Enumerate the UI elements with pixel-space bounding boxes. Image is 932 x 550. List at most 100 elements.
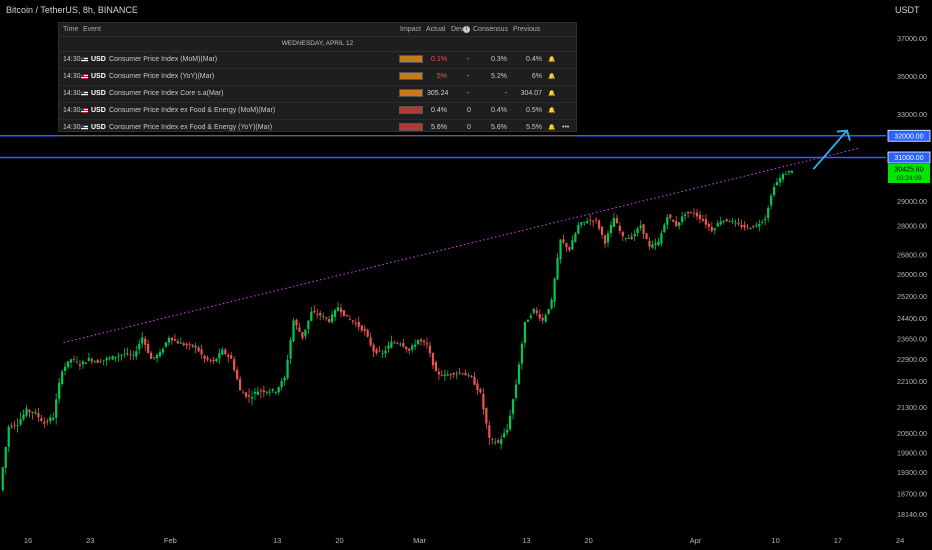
candle — [342, 310, 346, 316]
candle — [111, 355, 114, 360]
candle — [458, 372, 461, 374]
candle — [218, 353, 221, 359]
calendar-row[interactable]: 14:30 USD Consumer Price Index Core s.a(Ma… — [59, 86, 576, 103]
candle — [144, 338, 147, 345]
candle — [244, 392, 248, 397]
candle — [90, 359, 93, 362]
candle — [28, 410, 31, 412]
candle — [752, 225, 755, 228]
candle — [734, 222, 737, 224]
candle — [678, 222, 681, 226]
candle — [357, 321, 360, 327]
calendar-row[interactable]: 14:30 USD Consumer Price Index ex Food & E… — [59, 120, 576, 137]
candle — [485, 408, 488, 424]
calendar-row[interactable]: 14:30 USD Consumer Price Index (MoM)(Mar) 0… — [59, 52, 576, 69]
x-tick-label: Apr — [690, 536, 702, 545]
candle — [78, 364, 82, 366]
bell-icon[interactable]: 🔔 — [548, 91, 556, 97]
candle — [336, 307, 340, 312]
event-actual: 5% — [436, 73, 447, 80]
candle — [259, 390, 262, 392]
candle — [428, 345, 432, 354]
candle — [52, 417, 55, 420]
y-tick-label: 22900.00 — [897, 355, 927, 364]
candle — [322, 316, 325, 317]
trendline[interactable] — [63, 147, 861, 344]
candle — [396, 343, 399, 344]
impact-indicator — [399, 52, 423, 68]
candle — [330, 314, 334, 323]
candle — [618, 225, 621, 231]
candle — [790, 170, 794, 173]
candle — [452, 373, 455, 375]
us-flag-icon — [81, 125, 90, 130]
candle — [265, 391, 268, 393]
candle — [461, 373, 464, 375]
candle — [630, 236, 633, 239]
arrow-shaft — [812, 129, 848, 170]
candle — [378, 350, 381, 352]
event-dev: - — [467, 73, 470, 80]
candle — [221, 349, 224, 355]
bell-icon[interactable]: 🔔 — [548, 108, 556, 114]
candle — [295, 319, 298, 326]
bell-icon[interactable]: 🔔 — [548, 74, 556, 80]
candle — [102, 360, 105, 362]
candle — [167, 337, 171, 343]
y-tick-label: 33000.00 — [897, 110, 927, 119]
col-event: Event — [83, 26, 101, 33]
candle — [654, 243, 657, 245]
calendar-row[interactable]: 14:30 USD Consumer Price Index (YoY)(Mar) 5… — [59, 69, 576, 86]
candle — [603, 235, 607, 244]
candle — [141, 337, 144, 344]
event-previous: 6% — [531, 73, 542, 80]
candle — [152, 357, 156, 358]
candle — [239, 378, 242, 391]
bell-icon[interactable]: 🔔 — [548, 125, 556, 131]
price-labels: 32000.00 31000.00 30425.80 03:24:09 — [887, 129, 931, 183]
candle — [550, 299, 553, 309]
candle — [743, 224, 746, 228]
candle — [606, 233, 610, 243]
candle — [446, 374, 449, 376]
candle — [72, 359, 76, 360]
candle — [787, 171, 791, 173]
info-icon[interactable]: i — [463, 26, 470, 33]
us-flag-icon — [81, 57, 90, 62]
candle — [129, 354, 132, 356]
candle — [393, 342, 396, 344]
candle — [179, 342, 182, 344]
candle — [313, 310, 316, 313]
projection-arrow[interactable] — [812, 129, 851, 170]
candle — [81, 361, 84, 365]
candle — [283, 377, 286, 381]
event-name: Consumer Price Index (YoY)(Mar) — [109, 73, 215, 80]
y-tick-label: 18700.00 — [897, 490, 927, 499]
candle — [556, 258, 559, 280]
candle — [117, 355, 120, 357]
candle — [719, 221, 722, 225]
last-price-bg — [888, 163, 930, 183]
y-tick-label: 35000.00 — [897, 72, 927, 81]
last-price-label: 30425.80 — [894, 166, 923, 173]
event-name: Consumer Price Index ex Food & Energy (Y… — [109, 124, 273, 131]
calendar-row[interactable]: 14:30 USD Consumer Price Index ex Food & E… — [59, 103, 576, 120]
event-previous: 304.07 — [520, 90, 542, 97]
candle — [600, 226, 604, 235]
candle — [568, 247, 571, 251]
candle — [770, 195, 773, 206]
candle — [666, 217, 669, 225]
candle — [120, 354, 123, 356]
candle — [538, 314, 541, 319]
candle — [176, 341, 179, 344]
more-icon[interactable]: ••• — [562, 124, 570, 131]
candle — [292, 320, 295, 342]
candle — [532, 308, 535, 313]
candle — [722, 220, 725, 222]
horizontal-lines[interactable] — [0, 134, 886, 159]
event-time: 14:30 — [63, 73, 81, 80]
candle — [488, 425, 491, 438]
y-tick-label: 37000.00 — [897, 34, 927, 43]
bell-icon[interactable]: 🔔 — [548, 57, 556, 63]
